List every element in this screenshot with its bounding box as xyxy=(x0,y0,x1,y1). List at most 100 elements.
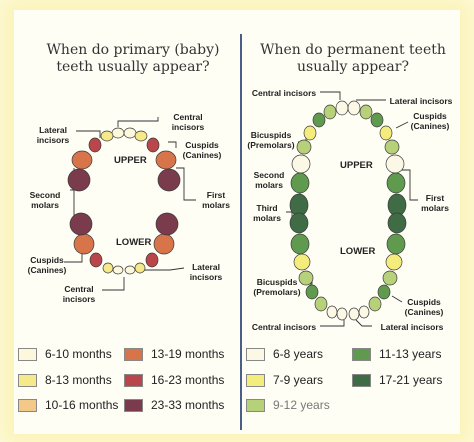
permanent-tooth xyxy=(303,125,317,141)
permanent-tooth xyxy=(385,154,405,174)
permanent-legend-item: 9-12 years xyxy=(246,398,330,412)
permanent-tooth xyxy=(387,212,407,234)
primary-tooth xyxy=(153,233,175,255)
permanent-tooth xyxy=(323,104,337,120)
leader-line xyxy=(398,169,418,201)
permanent-tooth xyxy=(379,125,393,141)
primary-tooth xyxy=(71,150,93,170)
permanent-legend-item: 6-8 years xyxy=(246,347,323,361)
permanent-tooth xyxy=(293,253,311,271)
leader-lines xyxy=(64,91,418,327)
legend-label: 16-23 months xyxy=(151,373,225,387)
legend-swatch xyxy=(124,398,143,412)
legend-swatch xyxy=(18,347,37,361)
legend-swatch xyxy=(18,373,37,387)
permanent-tooth xyxy=(385,253,403,271)
permanent-tooth xyxy=(290,172,310,194)
primary-label-cuspids-top: Cuspids (Canines) xyxy=(182,140,222,160)
primary-label-lateral-incisors-bottom: Lateral incisors xyxy=(189,262,223,282)
leader-line xyxy=(176,167,196,201)
primary-tooth xyxy=(155,150,177,170)
primary-legend-item: 16-23 months xyxy=(124,373,224,387)
primary-label-second-molars: Second molars xyxy=(29,190,61,210)
primary-tooth xyxy=(88,137,102,153)
permanent-tooth xyxy=(384,139,400,155)
primary-label-central-incisors-bottom: Central incisors xyxy=(62,284,96,304)
primary-tooth xyxy=(134,130,148,142)
leader-line xyxy=(168,141,177,148)
legend-swatch xyxy=(246,347,265,361)
primary-legend-item: 13-19 months xyxy=(124,347,224,361)
legend-label: 13-19 months xyxy=(151,347,225,361)
permanent-tooth xyxy=(386,172,406,194)
permanent-tooth xyxy=(377,284,391,300)
primary-legend-item: 10-16 months xyxy=(18,398,118,412)
permanent-tooth xyxy=(290,233,310,255)
primary-tooth xyxy=(100,130,114,142)
primary-tooth xyxy=(73,233,95,255)
permanent-tooth xyxy=(336,307,348,321)
legend-swatch xyxy=(246,373,265,387)
legend-label: 8-13 months xyxy=(45,373,112,387)
permanent-label-lateral-incisors-bottom: Lateral incisors xyxy=(380,322,444,332)
permanent-tooth xyxy=(358,305,370,319)
primary-tooth xyxy=(157,168,181,192)
permanent-teeth xyxy=(289,100,407,321)
permanent-legend-item: 11-13 years xyxy=(352,347,441,361)
primary-tooth xyxy=(111,127,125,139)
leader-line xyxy=(391,295,403,303)
primary-tooth xyxy=(69,212,93,236)
permanent-legend-item: 7-9 years xyxy=(246,373,323,387)
permanent-tooth xyxy=(305,284,319,300)
primary-tooth xyxy=(145,252,159,268)
permanent-label-cuspids-top: Cuspids (Canines) xyxy=(410,111,450,131)
permanent-tooth xyxy=(347,100,361,116)
leader-line xyxy=(320,91,341,100)
permanent-label-central-incisors-bottom: Central incisors xyxy=(251,322,317,332)
leader-line xyxy=(102,277,125,291)
permanent-upper-label: UPPER xyxy=(340,160,373,171)
primary-tooth xyxy=(146,137,160,153)
permanent-tooth xyxy=(386,233,406,255)
legend-swatch xyxy=(352,373,371,387)
primary-title: When do primary (baby) teeth usually app… xyxy=(46,42,220,75)
permanent-tooth xyxy=(289,212,309,234)
permanent-tooth xyxy=(296,139,312,155)
legend-label: 11-13 years xyxy=(379,347,442,361)
primary-tooth xyxy=(102,262,114,274)
leader-line xyxy=(320,320,345,327)
legend-label: 23-33 months xyxy=(151,398,225,412)
legend-label: 17-21 years xyxy=(379,373,443,387)
primary-teeth xyxy=(67,127,181,275)
legend-label: 6-8 years xyxy=(273,347,324,361)
legend-swatch xyxy=(18,398,37,412)
permanent-tooth xyxy=(298,270,314,286)
primary-legend-item: 6-10 months xyxy=(18,347,112,361)
leader-line xyxy=(76,130,101,138)
permanent-tooth xyxy=(382,270,398,286)
permanent-label-bicuspids-top: Bicuspids (Premolars) xyxy=(247,130,295,150)
permanent-label-bicuspids-bottom: Bicuspids (Premolars) xyxy=(253,277,301,297)
primary-tooth xyxy=(89,252,103,268)
permanent-tooth xyxy=(291,154,311,174)
primary-label-cuspids-bottom: Cuspids (Canines) xyxy=(27,255,67,275)
primary-tooth xyxy=(155,212,179,236)
permanent-tooth xyxy=(314,296,328,312)
legend-swatch xyxy=(124,347,143,361)
permanent-tooth xyxy=(335,100,349,116)
primary-label-first-molars: First molars xyxy=(202,190,230,210)
legend-label: 7-9 years xyxy=(273,373,324,387)
permanent-tooth xyxy=(326,305,338,319)
primary-lower-label: LOWER xyxy=(116,237,152,248)
permanent-tooth xyxy=(370,112,384,128)
primary-legend-item: 23-33 months xyxy=(124,398,224,412)
primary-tooth xyxy=(112,265,124,275)
permanent-label-central-incisors-top: Central incisors xyxy=(251,88,317,98)
leader-line xyxy=(395,121,409,129)
permanent-lower-label: LOWER xyxy=(340,246,376,257)
leader-line xyxy=(355,319,372,327)
primary-tooth xyxy=(123,127,137,139)
primary-tooth xyxy=(124,265,136,275)
permanent-title: When do permanent teeth usually appear? xyxy=(260,42,446,75)
